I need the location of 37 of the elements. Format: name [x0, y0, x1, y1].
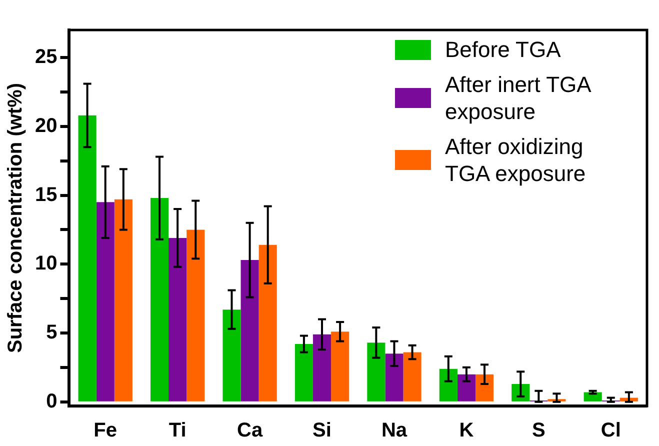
- bar: [186, 230, 205, 402]
- bar: [439, 368, 458, 402]
- bar: [367, 342, 386, 402]
- y-tick-label: 10: [34, 252, 58, 275]
- x-tick-label: Na: [381, 420, 408, 442]
- y-tick-label: 20: [34, 114, 58, 137]
- bar: [331, 332, 350, 402]
- bar: [240, 260, 259, 402]
- x-tick-label: Cl: [600, 420, 621, 442]
- bar: [150, 198, 169, 402]
- bar: [168, 238, 187, 402]
- bar: [96, 202, 114, 402]
- bar: [294, 344, 313, 402]
- y-axis-title: Surface concentration (wt%): [4, 82, 27, 354]
- bar: [222, 310, 241, 402]
- bar: [457, 374, 476, 402]
- y-tick-label: 5: [46, 322, 58, 344]
- bar: [584, 392, 602, 402]
- x-tick-label: K: [459, 420, 474, 442]
- bar: [475, 374, 494, 402]
- bar: [258, 244, 277, 402]
- bar: [385, 354, 404, 402]
- x-tick-label: S: [532, 420, 546, 442]
- x-tick-label: Ca: [237, 420, 264, 442]
- x-tick-label: Si: [312, 420, 332, 442]
- y-tick-label: 15: [34, 184, 58, 206]
- bar: [312, 334, 332, 402]
- legend-label: After oxidizing TGA exposure: [445, 133, 587, 187]
- bar: [114, 199, 132, 402]
- bar: [78, 115, 96, 402]
- x-tick-label: Ti: [168, 420, 186, 442]
- y-tick-label: 25: [34, 46, 58, 68]
- legend-label: Before TGA: [445, 36, 562, 63]
- legend-label: After inert TGA exposure: [445, 71, 592, 125]
- x-tick-label: Fe: [94, 420, 118, 442]
- y-tick-label: 0: [46, 390, 58, 412]
- bar: [403, 352, 422, 402]
